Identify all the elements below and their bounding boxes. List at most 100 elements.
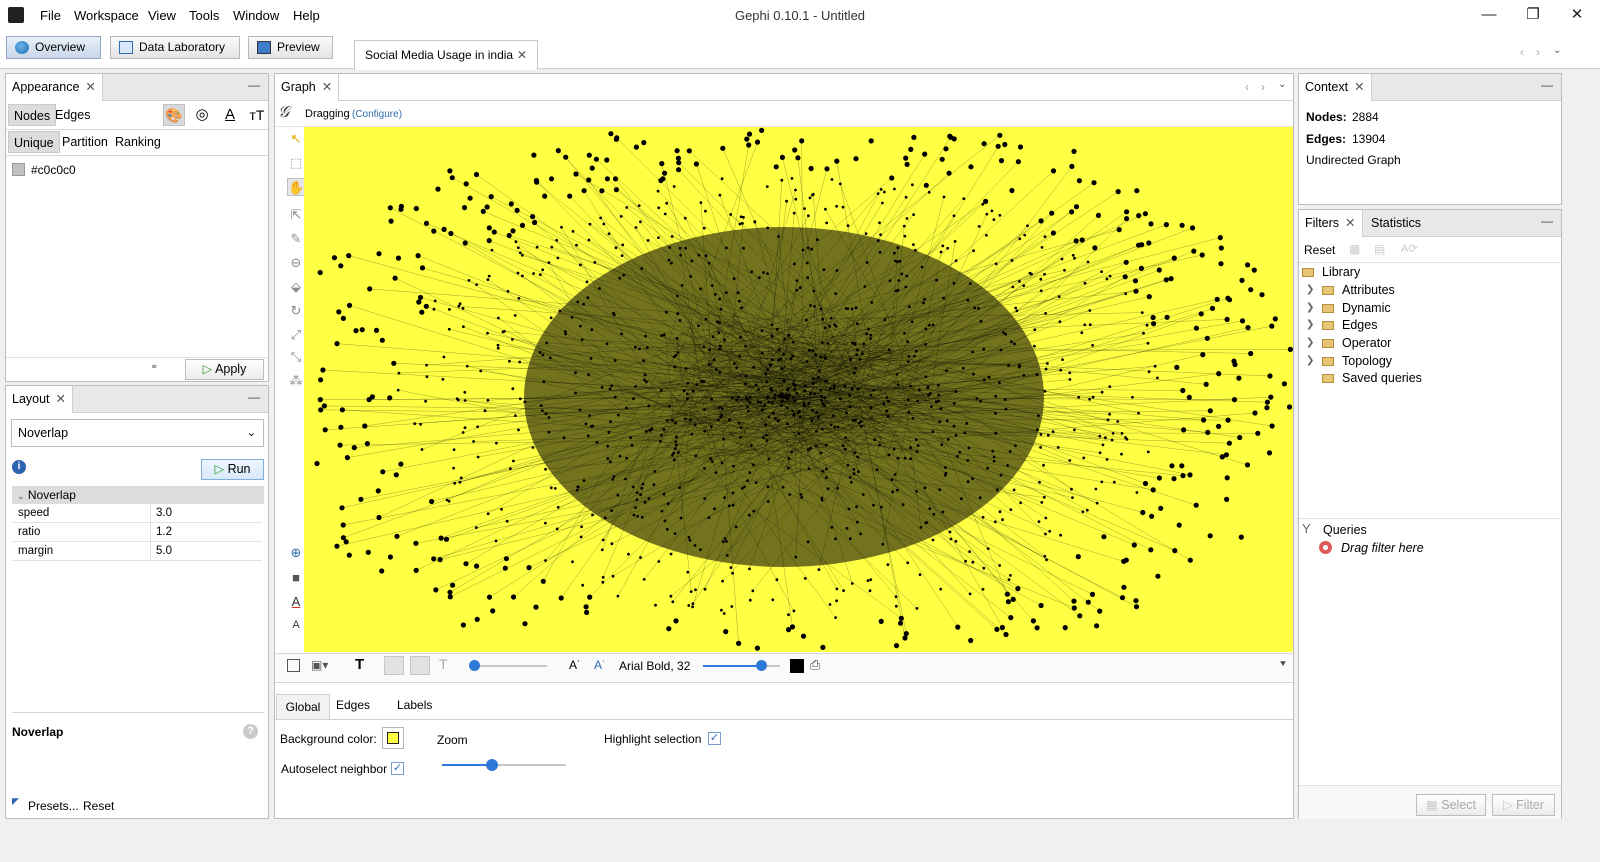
expand-arrow-icon[interactable]: ❯ [1306,319,1315,330]
edge-color-icon[interactable] [410,656,430,675]
zoom-slider-thumb[interactable] [486,759,498,771]
expand-arrow-icon[interactable]: ❯ [1306,337,1315,348]
menu-workspace[interactable]: Workspace [74,8,139,23]
menu-help[interactable]: Help [293,8,320,23]
close-icon[interactable]: ✕ [321,80,333,94]
filter-button[interactable]: ▷ Filter [1492,794,1555,816]
increase-font-icon[interactable]: A˙ [594,658,606,672]
tab-labels[interactable]: Labels [397,698,433,712]
graph-canvas[interactable] [304,127,1293,652]
tab-nodes[interactable]: Nodes [8,104,57,126]
font-size-icon[interactable]: A [292,619,300,631]
menu-file[interactable]: File [40,8,61,23]
heatmap-icon[interactable]: ⁂ [289,373,303,388]
size-icon[interactable]: ◎ [195,106,209,123]
close-icon[interactable]: ✕ [1345,216,1356,230]
property-row[interactable]: speed 3.0 [12,504,262,523]
pointer-icon[interactable]: ⇱ [290,207,302,222]
label-color-icon[interactable]: A [224,106,235,123]
workspace-tab[interactable]: Social Media Usage in india ✕ [354,40,538,70]
configure-link[interactable]: (Configure) [352,109,403,120]
restore-button[interactable]: ❐ [1526,6,1540,23]
shortest-path-icon[interactable]: ⤡ [290,349,302,364]
edges-toggle-icon[interactable] [384,656,404,675]
filter-category-topology[interactable]: Topology [1322,354,1392,368]
layout-algorithm-select[interactable]: Noverlap ⌄ [11,419,264,447]
saved-queries-node[interactable]: Saved queries [1322,371,1422,385]
palette-icon[interactable]: 🎨 [163,104,185,126]
close-icon[interactable]: ✕ [1354,80,1365,94]
menu-window[interactable]: Window [233,8,280,23]
pencil-icon[interactable]: ✎ [290,231,302,246]
minimize-panel-icon[interactable]: — [248,78,260,92]
label-settings-icon[interactable]: ⎙ [810,657,821,672]
rectangle-select-icon[interactable]: ⬚ [289,155,303,170]
filter-category-edges[interactable]: Edges [1322,318,1377,332]
close-button[interactable]: ✕ [1570,6,1584,23]
appearance-tab[interactable]: Appearance ✕ [6,74,103,101]
layout-tab[interactable]: Layout ✕ [6,386,74,413]
run-button[interactable]: ▷ Run [201,459,264,480]
show-labels-icon[interactable]: T [355,656,365,673]
add-edge-icon[interactable]: ⤢ [290,327,302,342]
statistics-tab[interactable]: Statistics [1371,216,1422,230]
property-row[interactable]: ratio 1.2 [12,523,262,542]
chevron-down-icon[interactable]: ⌄ [1278,79,1287,90]
apply-button[interactable]: ▷ Apply [185,359,264,380]
highlight-selection-checkbox[interactable]: ✓ [708,732,721,745]
label-font[interactable]: Arial Bold, 32 [619,659,691,673]
tab-unique[interactable]: Unique [8,131,60,153]
filters-tab[interactable]: Filters ✕ [1299,210,1363,237]
label-size-slider-thumb[interactable] [756,660,767,671]
tab-global[interactable]: Global [276,694,330,720]
font-color-icon[interactable]: A [291,594,301,609]
tab-scroll-left-icon[interactable]: ‹ [1520,45,1524,59]
preview-button[interactable]: Preview [248,36,333,59]
tab-edges-settings[interactable]: Edges [336,698,371,712]
background-color-icon[interactable]: ■ [292,570,300,585]
tab-scroll-right-icon[interactable]: › [1536,45,1540,59]
brush-icon[interactable]: ⊖ [290,255,302,270]
auto-refresh-icon[interactable]: A⟳ [1401,243,1418,255]
filter-category-attributes[interactable]: Attributes [1322,283,1395,297]
data-laboratory-button[interactable]: Data Laboratory [110,36,240,59]
edge-weight-slider[interactable] [470,665,547,667]
save-icon[interactable]: ▤ [1374,242,1386,256]
zoom-fit-icon[interactable]: ⊕ [290,545,302,560]
library-node[interactable]: Library [1302,265,1360,279]
minimize-button[interactable]: — [1481,6,1497,23]
filters-reset-button[interactable]: Reset [1304,243,1336,257]
select-button[interactable]: ▦ Select [1416,794,1486,816]
minimize-panel-icon[interactable]: — [1541,214,1553,228]
presets-link[interactable]: Presets... [28,799,79,813]
export-icon[interactable]: ▦ [1349,242,1361,256]
paint-bucket-icon[interactable]: ⬙ [291,279,301,294]
label-mode-icon[interactable]: T [439,656,448,672]
property-row[interactable]: margin 5.0 [12,542,262,561]
close-tab-icon[interactable]: ✕ [516,48,527,62]
info-icon[interactable]: i [12,460,26,474]
scroll-right-icon[interactable]: › [1261,80,1265,94]
label-color-swatch[interactable] [790,659,804,673]
expand-settings-icon[interactable]: ⯆ [1279,659,1287,670]
expand-arrow-icon[interactable]: ❯ [1306,302,1315,313]
tab-ranking[interactable]: Ranking [115,135,161,149]
decrease-font-icon[interactable]: A˙ [569,658,581,672]
menu-view[interactable]: View [148,8,176,23]
graph-tab[interactable]: Graph ✕ [275,74,340,101]
tab-partition[interactable]: Partition [62,135,108,149]
scroll-left-icon[interactable]: ‹ [1245,80,1249,94]
minimize-panel-icon[interactable]: — [248,390,260,404]
context-tab[interactable]: Context ✕ [1299,74,1372,101]
expand-arrow-icon[interactable]: ❯ [1306,284,1315,295]
screenshot-icon[interactable]: ▣▾ [311,658,329,672]
overview-button[interactable]: Overview [6,36,101,59]
close-icon[interactable]: ✕ [55,392,67,406]
tab-edges[interactable]: Edges [55,108,91,122]
filter-category-operator[interactable]: Operator [1322,336,1391,350]
tab-list-chevron-icon[interactable]: ⌄ [1553,45,1562,56]
link-icon[interactable]: ⚭ [150,362,159,373]
edge-weight-slider-thumb[interactable] [469,660,480,671]
autoselect-neighbor-checkbox[interactable]: ✓ [391,762,404,775]
background-color-swatch[interactable] [287,659,300,672]
